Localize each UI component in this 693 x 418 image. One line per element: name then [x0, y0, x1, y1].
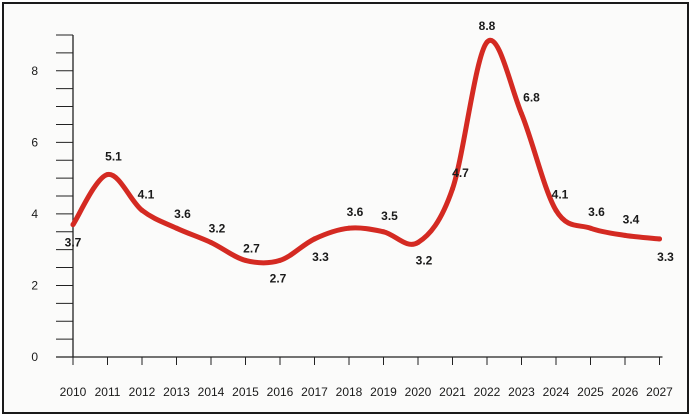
x-tick-label: 2019 [370, 385, 397, 399]
data-point [70, 222, 76, 228]
y-tick-label: 0 [31, 350, 38, 364]
x-tick-label: 2015 [232, 385, 259, 399]
data-point [415, 240, 421, 246]
data-label: 5.1 [105, 150, 122, 164]
data-label: 3.4 [623, 212, 640, 226]
data-label: 2.7 [243, 241, 260, 255]
x-tick-label: 2021 [439, 385, 466, 399]
data-label: 3.6 [588, 205, 605, 219]
x-tick-label: 2025 [577, 385, 604, 399]
data-point [484, 39, 490, 45]
data-point [519, 111, 524, 117]
data-label: 3.2 [209, 222, 226, 236]
x-tick-label: 2013 [163, 385, 190, 399]
data-label: 3.3 [657, 250, 674, 264]
x-tick-label: 2018 [336, 385, 363, 399]
data-label: 3.7 [65, 236, 82, 250]
data-point [657, 236, 662, 242]
data-point [243, 257, 248, 263]
data-point [381, 229, 386, 235]
data-label: 3.6 [347, 205, 364, 219]
data-label: 6.8 [523, 91, 540, 105]
data-point [208, 240, 214, 246]
x-tick-label: 2014 [198, 385, 225, 399]
x-tick-label: 2026 [612, 385, 639, 399]
series-line [70, 37, 662, 266]
data-label: 4.1 [138, 187, 155, 201]
data-label: 3.3 [312, 250, 329, 264]
x-tick-label: 2010 [60, 385, 87, 399]
data-label: 3.6 [174, 207, 191, 221]
data-label: 2.7 [270, 271, 287, 285]
data-point [174, 225, 179, 231]
x-tick-label: 2023 [508, 385, 535, 399]
data-point [105, 172, 110, 178]
data-point [277, 257, 283, 263]
chart-frame [2, 2, 689, 414]
x-tick-label: 2024 [543, 385, 570, 399]
x-tick-label: 2020 [405, 385, 432, 399]
data-point [139, 207, 145, 213]
y-tick-label: 6 [31, 135, 38, 149]
y-tick-label: 2 [31, 278, 38, 292]
x-tick-label: 2027 [646, 385, 673, 399]
data-point [450, 186, 455, 192]
data-point [588, 225, 593, 231]
data-point [312, 236, 317, 242]
data-label: 8.8 [479, 19, 496, 33]
data-label: 3.5 [381, 209, 398, 223]
data-point [346, 225, 352, 231]
data-label: 4.7 [452, 166, 469, 180]
x-tick-label: 2022 [474, 385, 501, 399]
data-label: 4.1 [552, 187, 569, 201]
data-label: 3.2 [416, 254, 433, 268]
x-tick-label: 2016 [267, 385, 294, 399]
x-tick-label: 2011 [95, 385, 121, 399]
y-tick-label: 4 [31, 207, 38, 221]
x-tick-label: 2017 [301, 385, 328, 399]
y-tick-label: 8 [31, 64, 38, 78]
x-tick-label: 2012 [129, 385, 156, 399]
data-point [622, 232, 628, 238]
data-point [553, 207, 559, 213]
